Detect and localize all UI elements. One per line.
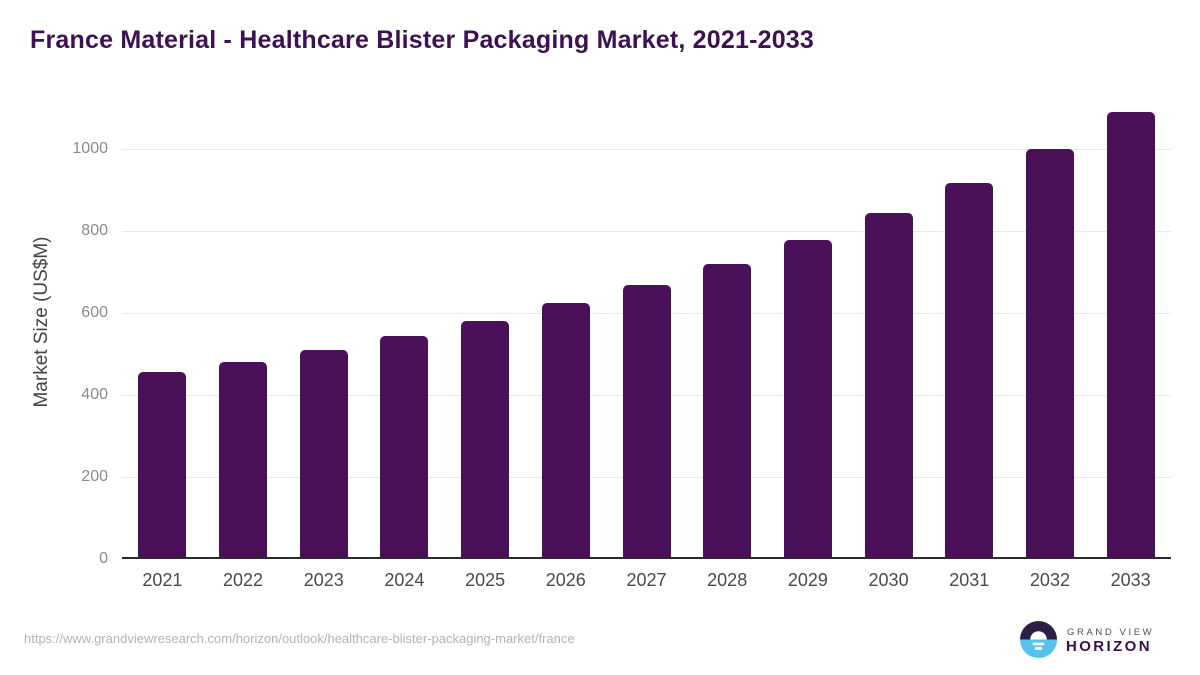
x-tick-label-2033: 2033 — [1110, 570, 1151, 590]
x-tick-label-2026: 2026 — [545, 570, 586, 590]
gridline-800 — [122, 230, 1171, 232]
x-tick-label-2028: 2028 — [707, 570, 748, 590]
x-tick-label-2024: 2024 — [384, 570, 425, 590]
gridline-1000 — [122, 148, 1171, 150]
bar-2029 — [783, 240, 832, 559]
bar-2031 — [945, 183, 994, 559]
y-tick-label-200: 200 — [81, 468, 108, 486]
chart-title: France Material - Healthcare Blister Pac… — [30, 26, 815, 54]
x-tick-label-2025: 2025 — [465, 570, 506, 590]
x-tick-label-2027: 2027 — [626, 570, 667, 590]
bar-2027 — [622, 284, 671, 559]
horizon-sunrise-icon — [1020, 621, 1057, 658]
bar-2032 — [1025, 149, 1074, 559]
bar-2033 — [1106, 111, 1155, 559]
x-axis-line — [122, 557, 1171, 559]
y-tick-label-800: 800 — [81, 222, 108, 240]
grandview-horizon-logo: GRAND VIEW HORIZON — [1020, 620, 1176, 660]
bar-2022 — [219, 362, 268, 559]
y-tick-label-0: 0 — [99, 550, 108, 567]
source-url: https://www.grandviewresearch.com/horizo… — [24, 631, 575, 646]
y-tick-label-400: 400 — [81, 386, 108, 404]
x-tick-label-2022: 2022 — [223, 570, 264, 590]
logo-text-horizon: HORIZON — [1066, 638, 1152, 655]
bar-2030 — [864, 213, 913, 559]
x-tick-label-2030: 2030 — [868, 570, 909, 590]
bar-2023 — [299, 350, 348, 559]
x-tick-label-2032: 2032 — [1029, 570, 1070, 590]
bar-2028 — [703, 263, 752, 559]
x-tick-label-2029: 2029 — [787, 570, 828, 590]
bar-2024 — [380, 336, 429, 559]
bar-2021 — [138, 371, 187, 559]
x-tick-label-2023: 2023 — [303, 570, 344, 590]
x-tick-label-2021: 2021 — [142, 570, 183, 590]
bar-2026 — [541, 303, 590, 559]
x-tick-label-2031: 2031 — [949, 570, 990, 590]
y-tick-label-1000: 1000 — [72, 140, 108, 158]
y-tick-label-600: 600 — [81, 304, 108, 322]
bar-2025 — [461, 320, 510, 559]
logo-text-grand-view: GRAND VIEW — [1067, 627, 1155, 638]
